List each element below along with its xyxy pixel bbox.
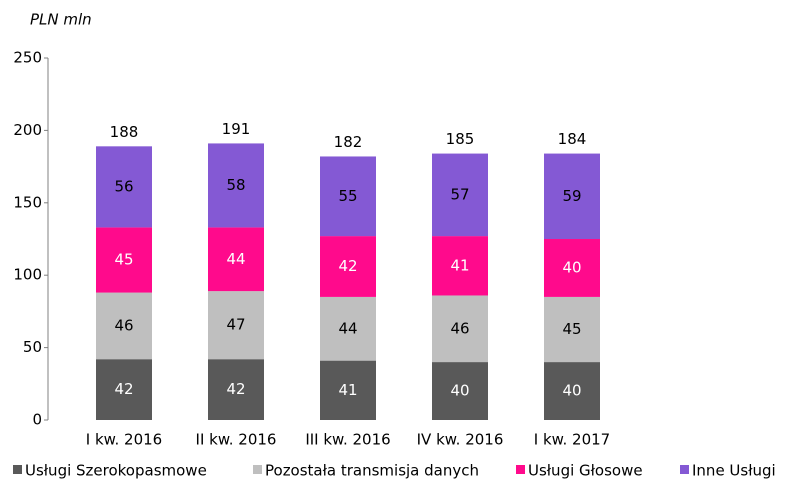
legend-swatch [516,465,525,474]
legend-label: Usługi Głosowe [528,462,643,480]
x-tick-label: III kw. 2016 [305,431,390,449]
bar-segment [96,146,152,228]
total-label: 188 [110,123,139,141]
data-label: 40 [562,382,581,400]
legend-swatch [13,465,22,474]
bar-segment [320,236,376,297]
data-label: 45 [114,250,133,268]
bar-segment [544,362,600,420]
bar-segment [544,239,600,297]
data-label: 42 [338,257,357,275]
total-label: 191 [222,120,251,138]
data-label: 45 [562,320,581,338]
data-label: 42 [114,380,133,398]
legend-label: Pozostała transmisja danych [265,462,479,480]
legend-swatch [680,465,689,474]
bar-segment [96,292,152,360]
y-tick-label: 100 [13,266,42,284]
x-tick-label: I kw. 2016 [86,431,162,449]
bar-segment [208,143,264,228]
data-label: 41 [338,381,357,399]
bar-segment [320,360,376,420]
data-label: 46 [450,319,469,337]
bar-segment [432,153,488,237]
chart-title: PLN mln [30,11,92,29]
bar-segment [96,227,152,293]
data-label: 57 [450,185,469,203]
y-tick-label: 150 [13,193,42,211]
x-tick-label: II kw. 2016 [196,431,277,449]
bar-segment [208,359,264,420]
bar-segment [432,295,488,363]
data-label: 40 [450,382,469,400]
data-label: 41 [450,256,469,274]
total-label: 184 [558,130,587,148]
legend-label: Inne Usługi [692,462,776,480]
data-label: 44 [226,250,245,268]
data-label: 59 [562,187,581,205]
data-label: 47 [226,316,245,334]
bar-segment [320,296,376,361]
x-tick-label: IV kw. 2016 [417,431,504,449]
bar-segment [432,236,488,296]
bar-segment [544,153,600,239]
data-label: 42 [226,380,245,398]
data-label: 40 [562,258,581,276]
data-label: 58 [226,176,245,194]
total-label: 185 [446,130,475,148]
total-label: 182 [334,133,363,151]
bar-segment [208,227,264,292]
legend-label: Usługi Szerokopasmowe [25,462,207,480]
legend-swatch [253,465,262,474]
data-label: 56 [114,177,133,195]
bar-segment [544,296,600,363]
y-tick-label: 0 [32,411,42,429]
data-label: 44 [338,319,357,337]
y-tick-label: 50 [23,338,42,356]
bar-segment [96,359,152,420]
y-tick-label: 250 [13,49,42,67]
bar-segment [320,156,376,237]
x-tick-label: I kw. 2017 [534,431,610,449]
data-label: 55 [338,187,357,205]
data-label: 46 [114,316,133,334]
bar-segment [208,291,264,360]
y-tick-label: 200 [13,121,42,139]
bar-segment [432,362,488,420]
